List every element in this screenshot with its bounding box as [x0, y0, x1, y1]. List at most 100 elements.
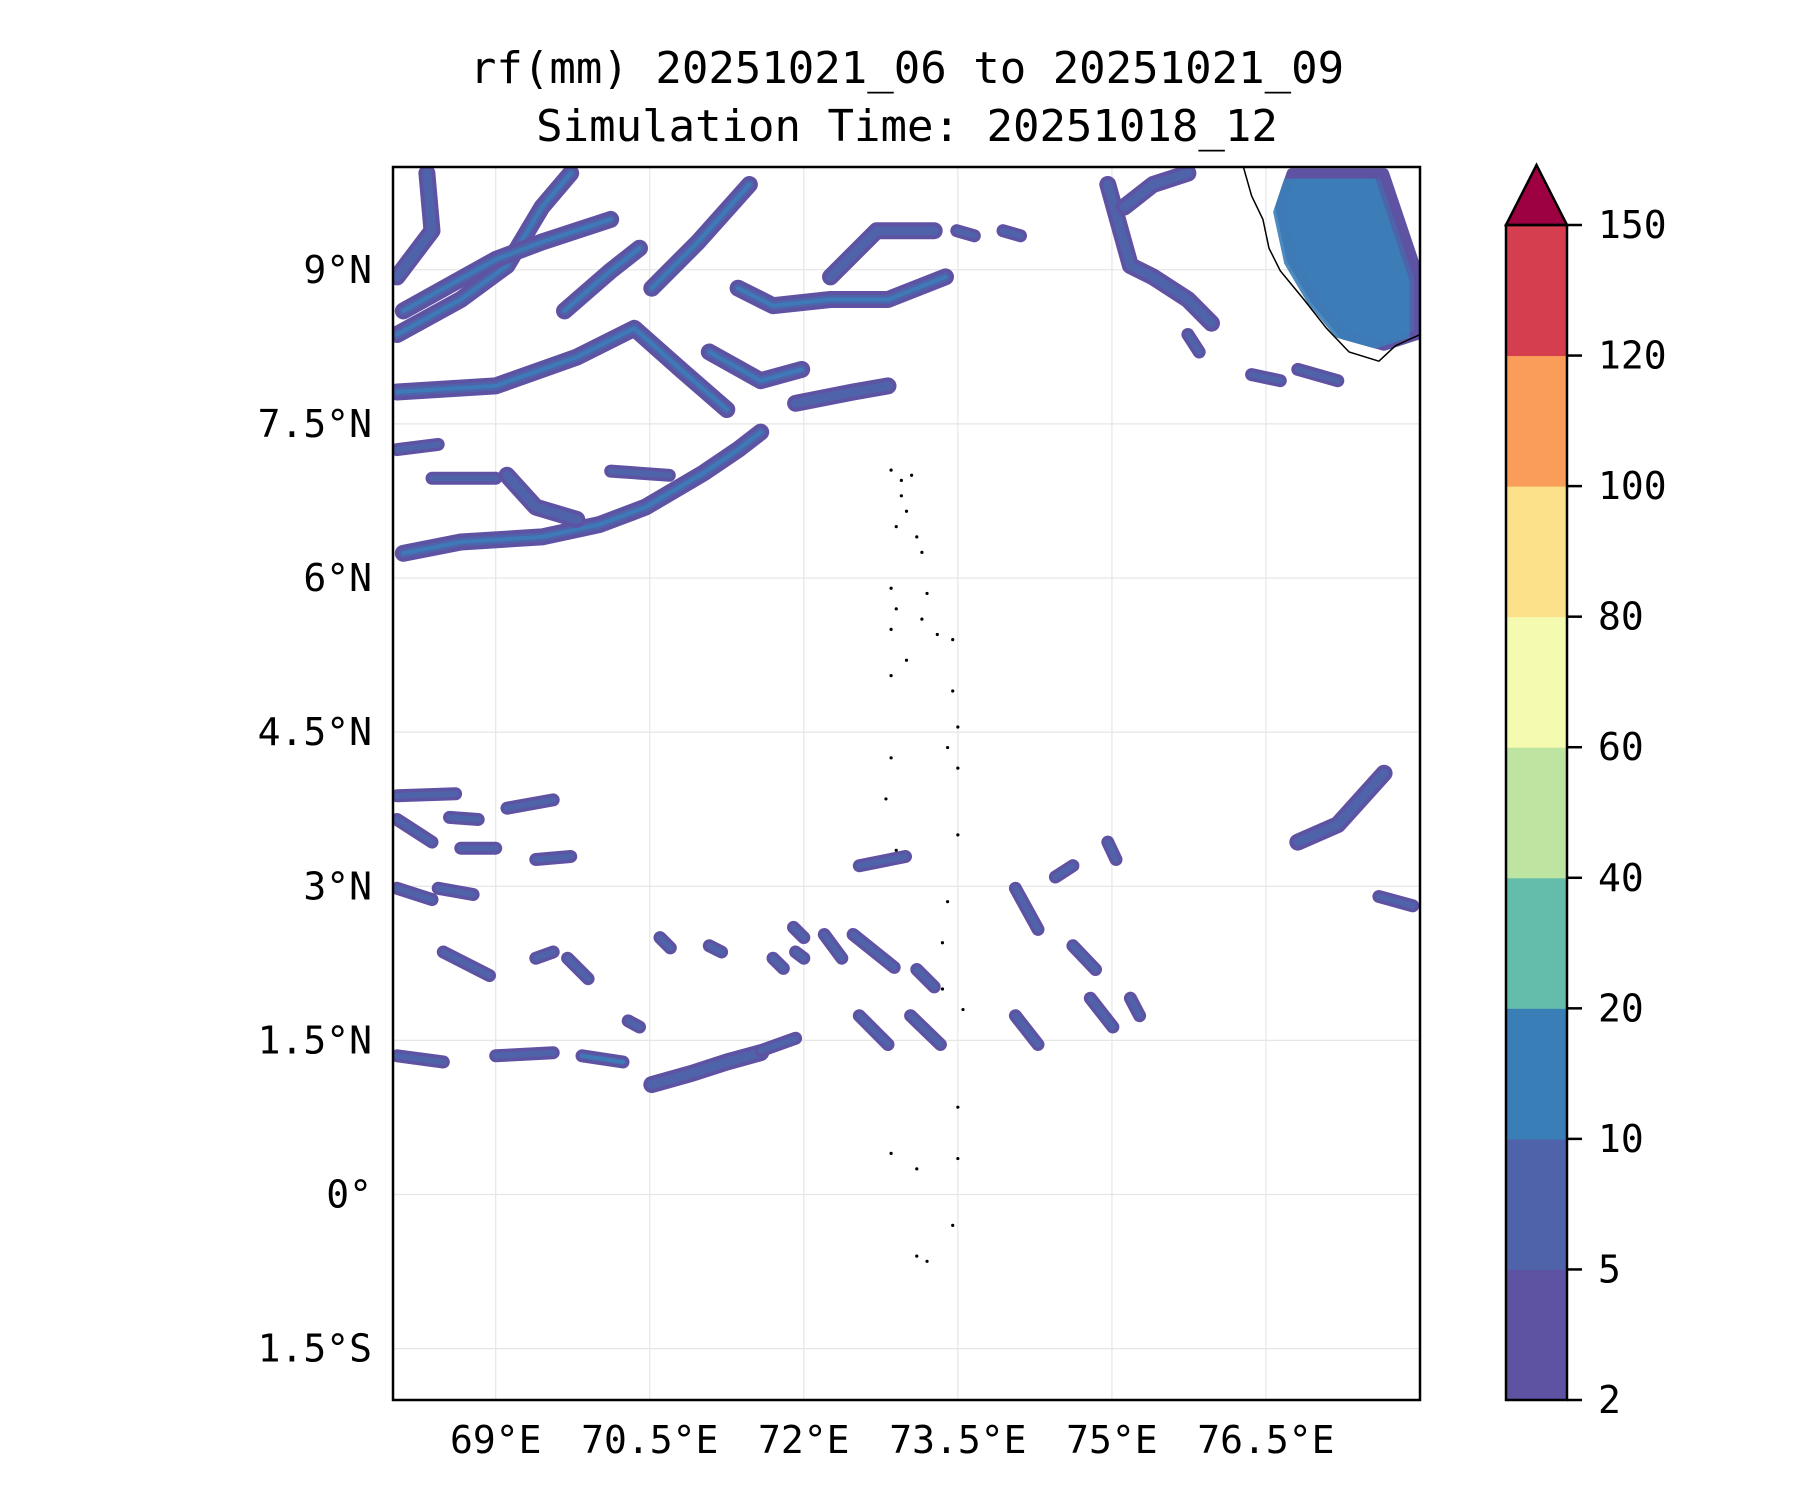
rain-band-5-10mm [394, 816, 435, 846]
island-marker [904, 658, 909, 662]
island-marker [894, 607, 898, 611]
island-marker [915, 1167, 919, 1171]
colorbar-tick-label: 100 [1598, 464, 1667, 508]
rain-band-5-10mm [625, 1017, 643, 1030]
rain-band-5-10mm [757, 1035, 799, 1054]
island-marker [935, 632, 939, 637]
island-marker [920, 617, 924, 621]
rain-band-5-10mm [1119, 168, 1193, 212]
colorbar: 2 5 10 20 40 60 80 100 120 150 [1503, 162, 1667, 1422]
island-marker [889, 756, 893, 760]
colorbar-segment [1506, 877, 1567, 1009]
chart-title: rf(mm) 20251021_06 to 20251021_09 [470, 43, 1344, 94]
rain-band-5-10mm [393, 168, 437, 282]
rain-band-5-10mm [504, 796, 557, 812]
rain-band-5-10mm [446, 814, 482, 823]
rain-band-10-20mm [736, 274, 948, 308]
island-marker [889, 586, 893, 590]
island-marker [884, 797, 888, 801]
colorbar-tick-label: 10 [1598, 1117, 1644, 1161]
rain-band-5-10mm [1248, 371, 1284, 384]
rain-band-10-20mm [562, 246, 642, 313]
island-marker [956, 1105, 960, 1109]
colorbar-segment [1506, 355, 1567, 487]
y-tick-label: 3°N [303, 864, 372, 908]
rain-band-10-20mm [707, 350, 804, 383]
y-tick-label: 7.5°N [258, 402, 372, 446]
chart-subtitle: Simulation Time: 20251018_12 [536, 101, 1278, 152]
rain-band-10-20mm [401, 217, 613, 313]
rain-band-5-10mm [1294, 366, 1341, 384]
x-tick-label: 70.5°E [581, 1418, 718, 1462]
x-axis-ticks: 69°E 70.5°E 72°E 73.5°E 75°E 76.5°E [450, 1418, 1335, 1462]
rain-band-5-10mm [1375, 893, 1416, 909]
rain-band-10-20mm [580, 1053, 625, 1064]
x-tick-label: 73.5°E [889, 1418, 1026, 1462]
rain-band-5-10mm [647, 1048, 766, 1090]
rain-band-5-10mm [440, 949, 493, 979]
rain-band-5-10mm [826, 226, 939, 282]
island-marker [925, 1259, 929, 1263]
colorbar-tick-label: 40 [1598, 856, 1644, 900]
island-marker [915, 535, 919, 539]
rain-band-5-10mm [394, 790, 459, 799]
rain-band-5-10mm [706, 942, 725, 955]
rain-band-5-10mm [1069, 942, 1099, 973]
rain-band-5-10mm [564, 955, 592, 982]
colorbar-segment [1506, 1138, 1567, 1270]
rain-band-5-10mm [1000, 227, 1024, 239]
rain-band-5-10mm [532, 949, 557, 962]
rain-band-5-10mm [1012, 885, 1041, 933]
rain-band-5-10mm [502, 470, 582, 524]
island-marker [951, 689, 955, 693]
y-tick-label: 4.5°N [258, 710, 372, 754]
y-tick-label: 1.5°S [258, 1327, 372, 1371]
rain-band-5-10mm [1104, 839, 1119, 863]
island-marker [956, 725, 960, 729]
rain-band-5-10mm [394, 885, 435, 903]
island-marker [904, 509, 909, 513]
island-marker [956, 766, 960, 770]
plot-frame [391, 165, 1422, 1402]
y-tick-label: 1.5°N [258, 1018, 372, 1062]
rain-band-5-10mm [435, 885, 477, 898]
coastline-layer [884, 167, 1420, 1263]
rain-area-10-20mm [1273, 178, 1410, 349]
rain-band-5-10mm [394, 441, 442, 453]
colorbar-tick-label: 80 [1598, 595, 1644, 639]
island-marker [951, 1223, 955, 1227]
island-marker [894, 525, 898, 529]
island-marker [961, 1007, 965, 1012]
rain-band-5-10mm [791, 381, 893, 408]
rain-band-5-10mm [821, 931, 845, 962]
x-tick-label: 75°E [1066, 1418, 1158, 1462]
colorbar-tick-label: 60 [1598, 725, 1644, 769]
gridlines [393, 167, 1420, 1400]
colorbar-tick-label: 2 [1598, 1378, 1621, 1422]
rain-band-5-10mm [1052, 862, 1076, 880]
rain-band-5-10mm [907, 1012, 944, 1048]
rain-band-5-10mm [850, 931, 898, 971]
island-marker [940, 941, 945, 945]
island-marker [889, 1151, 893, 1155]
rain-band-10-20mm [395, 171, 573, 337]
rain-band-5-10mm [532, 853, 574, 863]
colorbar-segment [1506, 616, 1567, 748]
island-marker [940, 987, 945, 991]
rain-band-5-10mm [856, 853, 909, 869]
rain-band-5-10mm [1293, 768, 1389, 847]
island-marker [956, 833, 960, 837]
island-marker [951, 638, 955, 642]
island-marker [956, 1156, 960, 1161]
island-marker [894, 848, 898, 852]
rain-band-10-20mm [395, 326, 729, 412]
y-tick-label: 6°N [303, 556, 372, 600]
colorbar-tick-label: 5 [1598, 1247, 1621, 1291]
colorbar-segment [1506, 1269, 1567, 1401]
y-tick-label: 0° [326, 1173, 372, 1217]
island-marker [945, 745, 950, 750]
x-tick-label: 76.5°E [1197, 1418, 1334, 1462]
colorbar-segment [1506, 225, 1567, 357]
island-marker [915, 1254, 919, 1258]
rain-contours [393, 167, 1420, 1094]
